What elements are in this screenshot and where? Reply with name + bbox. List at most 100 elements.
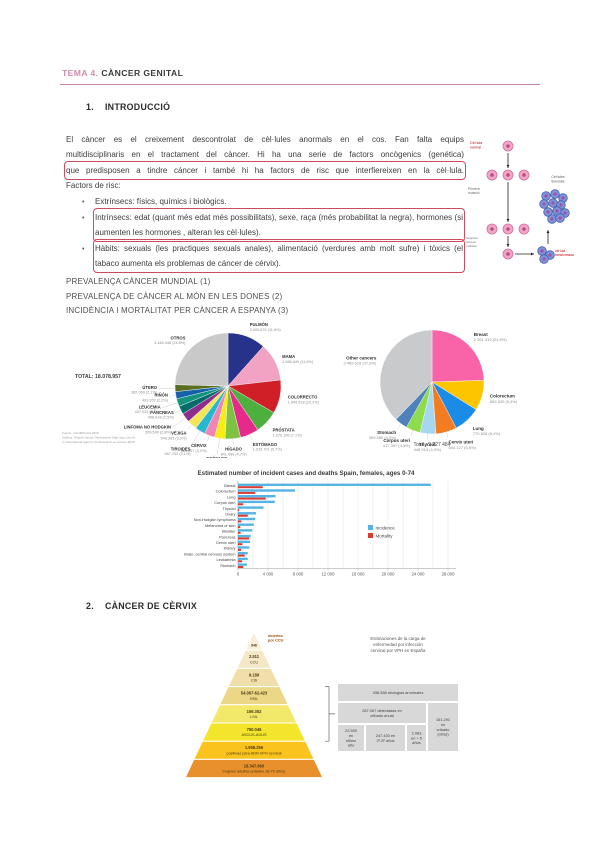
risk-factor-list: • Extrínsecs: físics, químics i biològic…: [82, 194, 465, 274]
mortality-bar: [238, 543, 243, 546]
diagram-label: mutació: [468, 191, 480, 195]
list-item-text-annotated: Hàbits: sexuals (les practiques sexuals …: [93, 238, 465, 274]
pie-label: MAMA: [282, 354, 295, 359]
pie-value: 841.080 (4,7%): [221, 453, 248, 457]
tumor-cell: [539, 254, 549, 264]
pie-label: HÍGADO: [225, 447, 242, 452]
pyramid-layer: [184, 758, 324, 779]
mortality-bar: [238, 560, 243, 563]
pyramid-layer: [210, 704, 298, 724]
table-cell-text: 151.291: [436, 717, 450, 722]
table-cell-text: cribado: [437, 727, 450, 732]
table-cell: [366, 725, 405, 751]
pie-value: 770 828 (8,4%): [473, 431, 501, 436]
bar-category-label: Brain, central nervous system: [184, 551, 235, 556]
bar-category-label: Non-Hodgkin lymphoma: [194, 517, 237, 522]
incidence-bar: [238, 534, 251, 538]
bullet-icon: •: [82, 214, 85, 222]
pie-value: 437.033 (2,4%): [135, 410, 162, 414]
pie-slice: [431, 329, 485, 383]
pie-value: 509.590 (2,8%): [145, 430, 172, 434]
table-cell-text: 438.358 citologías anormales: [373, 690, 424, 695]
tumor-cell: [539, 199, 549, 209]
pie-label: Lung: [473, 426, 484, 431]
diagram-label: tumorals: [551, 179, 564, 183]
bar-category-label: Leukaemia: [216, 557, 236, 562]
pie-value: 2.088.849 (11,6%): [282, 360, 314, 364]
bar-category-label: Colorectum: [216, 489, 236, 494]
pie-total-label: TOTAL: 18.078.957: [75, 374, 121, 380]
section-number: 1.: [86, 102, 94, 112]
prevalence-headings: PREVALENÇA CÀNCER MUNDIAL (1) PREVALENÇA…: [66, 275, 288, 319]
x-tick-label: 4 000: [263, 572, 274, 577]
tumor-cell: [555, 213, 565, 223]
tumor-cell: [537, 246, 547, 256]
pie-label: COLORRECTO: [288, 395, 318, 400]
pyramid-value: 848: [251, 644, 257, 648]
diagram-label: Cèl·lules: [551, 175, 564, 179]
tumor-cell: [548, 198, 558, 208]
pie-value: 2.093.876 (11,6%): [250, 328, 282, 332]
chart-source-line: © International Agency for Research on C…: [62, 440, 135, 444]
pie-label: ESTÓMAGO: [253, 442, 278, 447]
pyramid-value: 54.067-62.423: [241, 691, 268, 696]
pie-label: PRÓSTATA: [273, 428, 295, 433]
bullet-icon: •: [82, 199, 85, 206]
pie-label: RIÑÓN: [154, 393, 168, 398]
chart-source-line: Gráfica: Global Cancer Observatory (http…: [62, 436, 135, 440]
incidence-bar: [238, 512, 256, 515]
mortality-bar: [238, 548, 241, 551]
table-cell-text: último: [346, 738, 356, 743]
table-cell-text: 22.590: [345, 728, 358, 733]
pyramid-label: mujeres adultas (edades 18-70 años): [223, 770, 287, 774]
table-cell-text: 287.067 detectadas en: [362, 708, 402, 713]
pyramid-layer: [218, 686, 290, 706]
tumor-cell: [558, 193, 568, 203]
pyramid-layer: [236, 649, 272, 669]
incidence-bar: [238, 552, 248, 555]
pie-label: PULMÓN: [250, 322, 268, 327]
pie-value: 4.446.448 (24,6%): [154, 341, 186, 345]
table-cell-text: 2º-5º años: [377, 738, 395, 743]
pie-value: 403.262 (2,2%): [142, 398, 169, 402]
pie-value: 417 367 (4,5%): [383, 443, 411, 448]
paragraph-line-annotated: que predisposen a tindre cáncer i també …: [64, 160, 466, 180]
legend-swatch: [368, 525, 373, 530]
mortality-bar: [238, 503, 244, 506]
pie-slice: [174, 332, 229, 387]
pie-value: 382.069 (2,1%): [131, 391, 158, 395]
pie-value: 1.276.106 (7,1%): [273, 433, 303, 437]
bullet-icon: •: [82, 245, 85, 253]
pyramid-value: 1.958.256: [245, 745, 264, 750]
list-item: • Extrínsecs: físics, químics i biològic…: [82, 194, 463, 209]
page-header: TEMA 4. CÀNCER GENITAL: [62, 68, 183, 78]
table-cell-text: no: [441, 722, 445, 727]
pyramid-value: 9.189: [249, 672, 260, 677]
pie-value: 2 261 419 (24,5%): [474, 337, 508, 342]
table-cell-text: años: [412, 740, 420, 745]
legend-label: Incidence: [376, 525, 396, 530]
x-tick-label: 20 000: [382, 572, 395, 577]
table-cell: [338, 684, 458, 701]
diagram-label: tercera: [466, 240, 476, 244]
pyramid-label: LSIL: [250, 715, 258, 719]
normal-cell: [486, 169, 498, 181]
section-title: INTRODUCCIÓ: [104, 102, 171, 112]
table-cell-text: en > 5: [411, 735, 422, 740]
paragraph-line: El càncer es el creixement descontrolat …: [66, 135, 464, 144]
pie-label: Other cancers: [346, 356, 377, 361]
normal-cell: [486, 223, 498, 235]
pie-value: 448 915 (4,9%): [414, 447, 442, 452]
table-cell-text: cribado anual: [370, 713, 393, 718]
pie-label: TIROIDES: [171, 446, 191, 451]
list-item-text-annotated: Intrínsecs: edat (quant més edat més pos…: [93, 207, 465, 243]
tumor-cell: [543, 207, 553, 217]
pie-value: 865 630 (9,4%): [490, 399, 518, 404]
pie-label: Colorectum: [490, 394, 515, 399]
pie-total-label: Total : 9 227 484: [414, 442, 451, 448]
table-cell-text: (otras): [437, 732, 449, 737]
bar-category-label: Stomach: [220, 563, 235, 568]
pie-label: ÚTERO: [142, 385, 157, 390]
section-heading-cervix: 2. CÀNCER DE CÈRVIX: [86, 601, 197, 611]
